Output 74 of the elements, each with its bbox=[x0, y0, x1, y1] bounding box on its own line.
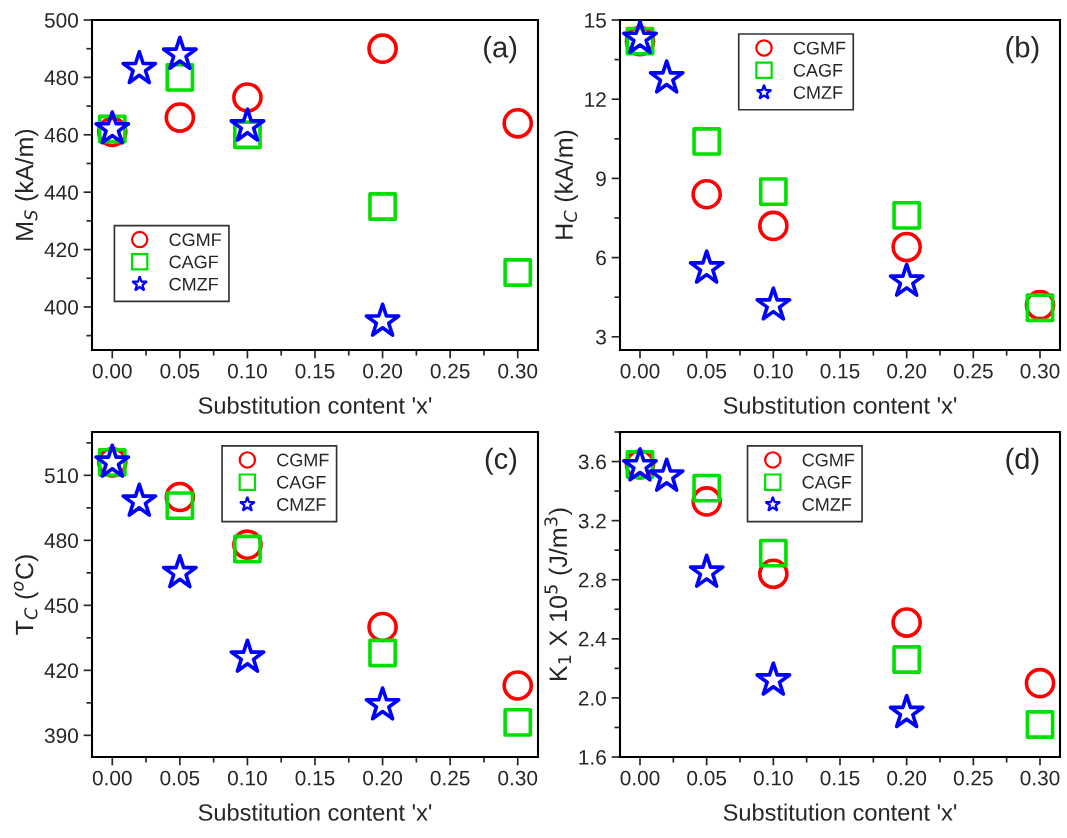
y-tick-label: 400 bbox=[44, 299, 78, 315]
legend-label: CAGF bbox=[802, 475, 852, 489]
legend-label: CMZF bbox=[169, 277, 218, 291]
y-tick-label: 390 bbox=[44, 728, 78, 744]
annotation: (a) bbox=[484, 36, 517, 64]
x-axis-title: Substitution content 'x' bbox=[198, 396, 432, 414]
legend-label: CGMF bbox=[277, 453, 329, 467]
x-tick-label: 0.20 bbox=[887, 363, 927, 379]
x-tick-label: 0.05 bbox=[160, 363, 200, 379]
x-tick-label: 0.00 bbox=[92, 770, 132, 786]
x-tick-label: 0.25 bbox=[953, 770, 993, 786]
legend-label: CGMF bbox=[793, 41, 846, 55]
x-tick-label: 0.05 bbox=[160, 770, 200, 786]
y-tick-label: 15 bbox=[585, 13, 606, 28]
x-tick-label: 0.05 bbox=[687, 363, 727, 379]
y-tick-label: 500 bbox=[44, 13, 78, 28]
legend-label: CMZF bbox=[793, 86, 843, 99]
y-tick-label: 1.6 bbox=[579, 750, 606, 765]
x-axis-title: Substitution content 'x' bbox=[723, 803, 957, 821]
legend-label: CGMF bbox=[802, 453, 855, 467]
legend-label: CAGF bbox=[793, 63, 843, 77]
y-tick-label: 2.4 bbox=[578, 631, 607, 647]
x-tick-label: 0.10 bbox=[753, 770, 793, 786]
x-tick-label: 0.00 bbox=[92, 363, 132, 379]
x-tick-label: 0.20 bbox=[887, 770, 927, 786]
x-tick-label: 0.15 bbox=[295, 770, 335, 786]
x-tick-label: 0.10 bbox=[227, 363, 267, 379]
x-axis-title: Substitution content 'x' bbox=[723, 396, 957, 414]
y-axis-title: H$_{C}$ (kA/m) bbox=[554, 130, 578, 239]
x-tick-label: 0.25 bbox=[430, 363, 470, 379]
y-tick-label: 480 bbox=[44, 533, 78, 549]
y-tick-label: 480 bbox=[44, 70, 78, 86]
y-tick-label: 460 bbox=[44, 127, 78, 143]
y-axis-title: K$_{1}$ X 10$^{5}$ (J/m$^{3}$) bbox=[544, 508, 573, 681]
y-tick-label: 510 bbox=[44, 468, 78, 484]
y-tick-label: 6 bbox=[596, 250, 606, 266]
y-tick-label: 450 bbox=[44, 598, 78, 614]
y-tick-label: 440 bbox=[44, 185, 78, 200]
x-tick-label: 0.20 bbox=[363, 770, 403, 786]
y-tick-label: 9 bbox=[596, 171, 606, 187]
legend-label: CMZF bbox=[277, 498, 326, 511]
y-axis-title: M$_{S}$ (kA/m) bbox=[14, 129, 39, 240]
x-tick-label: 0.05 bbox=[687, 770, 727, 786]
annotation: (d) bbox=[1006, 447, 1039, 475]
x-tick-label: 0.00 bbox=[620, 363, 660, 379]
x-tick-label: 0.20 bbox=[363, 363, 403, 379]
y-tick-label: 420 bbox=[44, 663, 78, 679]
x-tick-label: 0.15 bbox=[820, 363, 860, 379]
y-tick-label: 2.0 bbox=[578, 690, 606, 706]
x-tick-label: 0.10 bbox=[227, 770, 267, 786]
x-tick-label: 0.15 bbox=[295, 363, 335, 379]
x-tick-label: 0.10 bbox=[753, 363, 793, 379]
x-tick-label: 0.30 bbox=[1020, 363, 1060, 379]
y-tick-label: 12 bbox=[585, 92, 606, 107]
x-tick-label: 0.30 bbox=[498, 770, 538, 786]
y-tick-label: 2.8 bbox=[578, 572, 606, 588]
x-tick-label: 0.25 bbox=[430, 770, 470, 786]
legend-label: CGMF bbox=[169, 233, 221, 247]
x-tick-label: 0.15 bbox=[820, 770, 860, 786]
x-tick-label: 0.25 bbox=[953, 363, 993, 379]
annotation: (c) bbox=[485, 447, 517, 475]
annotation: (b) bbox=[1006, 36, 1039, 64]
legend-label: CAGF bbox=[169, 255, 219, 269]
y-tick-label: 3.2 bbox=[578, 513, 606, 529]
x-axis-title: Substitution content 'x' bbox=[198, 803, 432, 821]
y-tick-label: 3 bbox=[596, 329, 606, 345]
y-tick-label: 3.6 bbox=[578, 454, 606, 470]
legend-label: CAGF bbox=[277, 475, 326, 489]
x-tick-label: 0.00 bbox=[620, 770, 660, 786]
y-tick-label: 420 bbox=[44, 242, 78, 258]
x-tick-label: 0.30 bbox=[498, 363, 538, 379]
x-tick-label: 0.30 bbox=[1020, 770, 1060, 786]
y-axis-title: T$_{C}$ ($^{o}$C) bbox=[13, 555, 39, 635]
legend-label: CMZF bbox=[802, 498, 852, 511]
